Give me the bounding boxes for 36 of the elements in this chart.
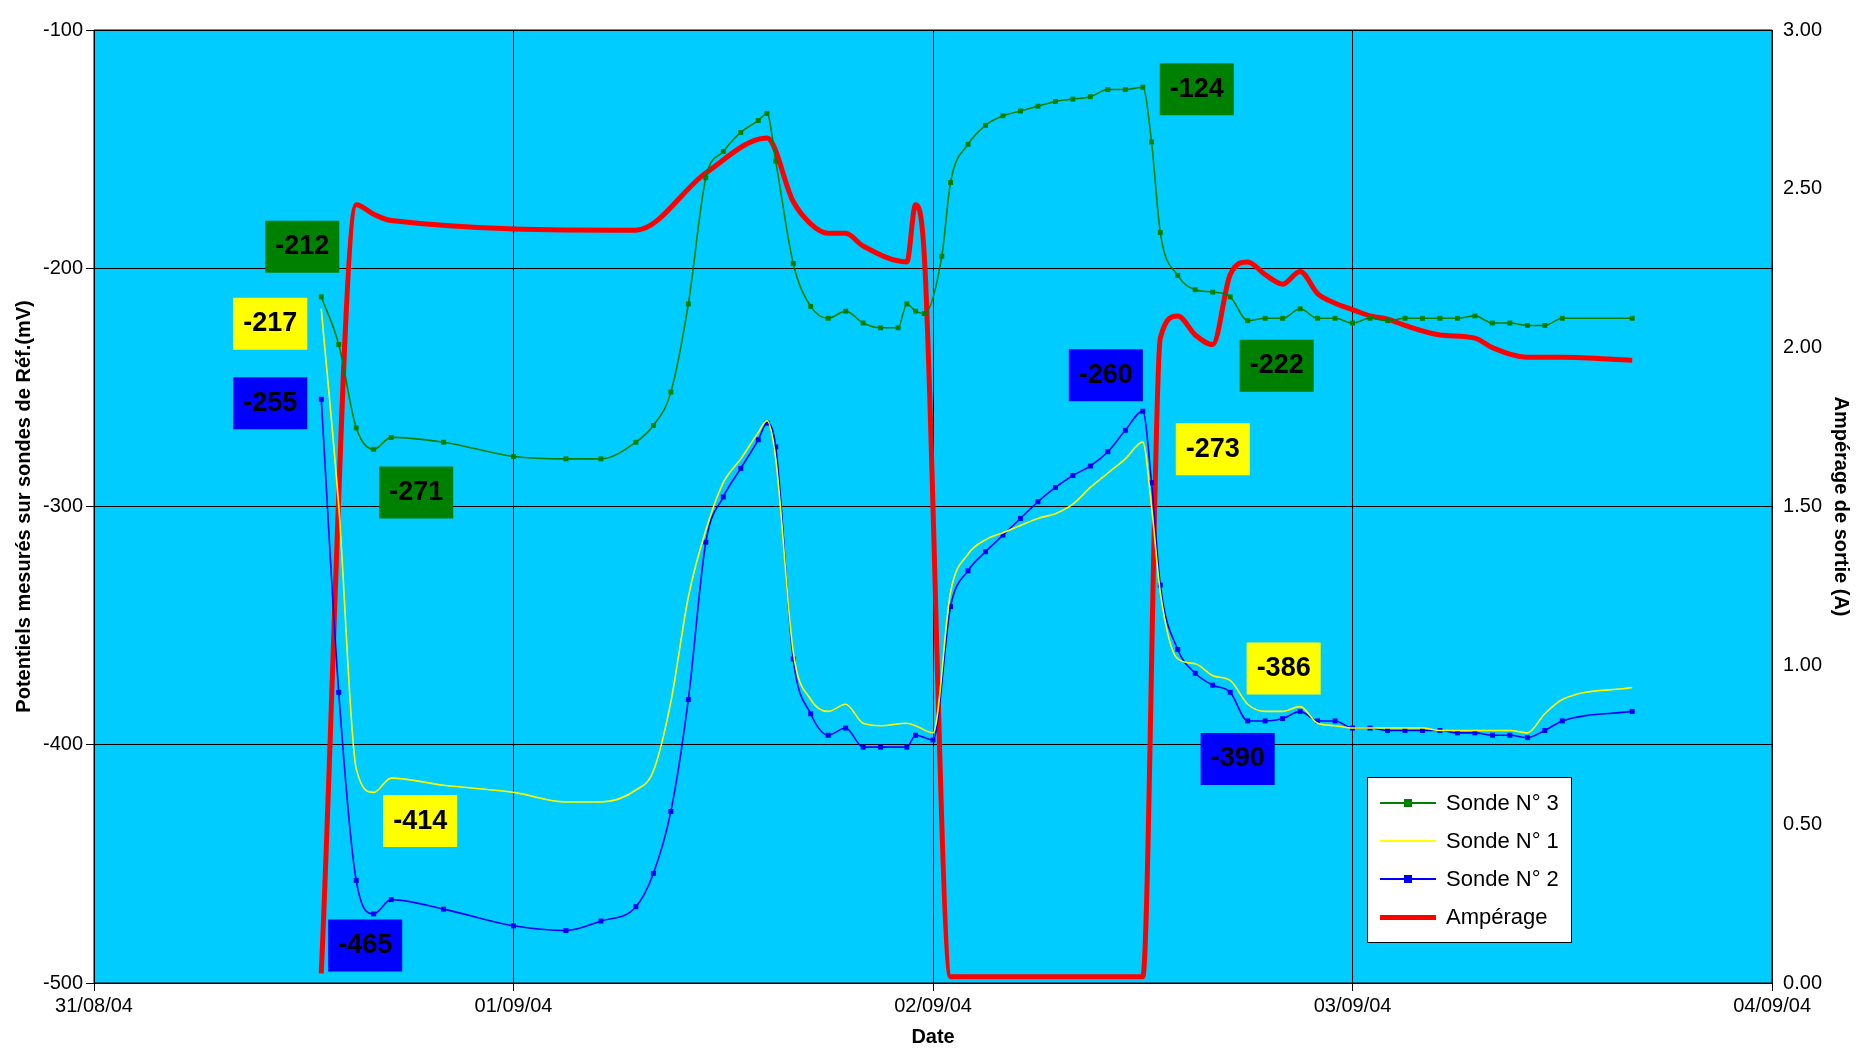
legend-label: Sonde N° 1 [1446, 828, 1559, 854]
y-tick-label: -200 [43, 255, 84, 278]
x-tick-label: 03/09/04 [1313, 993, 1392, 1016]
y-tick-label: -100 [43, 17, 84, 40]
y-tick-label: -300 [43, 494, 84, 517]
legend-label: Ampérage [1446, 904, 1548, 930]
x-axis-title: Date [911, 1024, 955, 1047]
annotation: -414 [393, 804, 448, 835]
y2-tick-label: 2.50 [1783, 176, 1823, 199]
annotation: -386 [1256, 651, 1311, 682]
y2-tick-label: 3.00 [1783, 17, 1823, 40]
x-tick-label: 01/09/04 [474, 993, 553, 1016]
annotation: -260 [1078, 358, 1133, 389]
annotation: -212 [275, 230, 330, 261]
y2-tick-label: 0.50 [1783, 811, 1823, 834]
y-tick-label: -500 [43, 970, 84, 993]
legend-label: Sonde N° 2 [1446, 866, 1559, 892]
y2-tick-label: 1.50 [1783, 494, 1823, 517]
annotation: -465 [338, 929, 393, 960]
annotation: -217 [243, 307, 298, 338]
x-tick-label: 04/09/04 [1733, 993, 1811, 1016]
y-tick-label: -400 [43, 732, 84, 755]
annotation: -390 [1210, 742, 1265, 773]
annotation: -222 [1249, 349, 1304, 380]
annotation: -255 [243, 386, 298, 417]
y2-tick-label: 2.00 [1783, 335, 1823, 358]
annotation: -273 [1185, 432, 1240, 463]
annotation: -271 [389, 475, 444, 506]
x-tick-label: 31/08/04 [55, 993, 133, 1016]
y2-tick-label: 1.00 [1783, 652, 1823, 675]
x-tick-label: 02/09/04 [894, 993, 972, 1016]
y2-tick-label: 0.00 [1783, 970, 1823, 993]
annotation: -124 [1169, 72, 1224, 103]
y2-axis-title: Ampérage de sortie (A) [1831, 396, 1854, 617]
y-axis-title: Potentiels mesurés sur sondes de Réf.(mV) [11, 300, 34, 713]
legend-label: Sonde N° 3 [1446, 790, 1559, 816]
